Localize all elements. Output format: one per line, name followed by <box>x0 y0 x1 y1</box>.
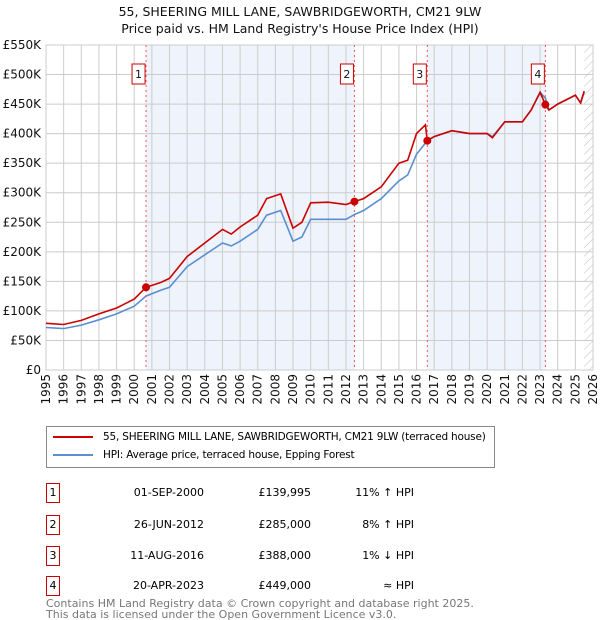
sale-label: 3 <box>416 68 423 81</box>
sale-point <box>142 283 151 292</box>
legend-item-hpi: HPI: Average price, terraced house, Eppi… <box>53 446 486 464</box>
transaction-row: 2 26-JUN-2012 £285,000 8% ↑ HPI <box>46 515 546 535</box>
x-tick-label: 2021 <box>498 374 512 405</box>
x-tick-label: 2009 <box>286 374 300 405</box>
x-tick-label: 2025 <box>568 374 582 405</box>
legend: 55, SHEERING MILL LANE, SAWBRIDGEWORTH, … <box>46 426 495 468</box>
x-tick-label: 2019 <box>462 374 476 405</box>
plot-frame <box>45 44 594 371</box>
x-tick-label: 2012 <box>339 374 353 405</box>
transaction-hpi: 11% ↑ HPI <box>355 486 414 499</box>
y-tick-label: £550K <box>3 38 43 52</box>
sale-label-box <box>530 63 545 85</box>
legend-item-property: 55, SHEERING MILL LANE, SAWBRIDGEWORTH, … <box>53 428 486 446</box>
x-tick-label: 2013 <box>357 374 371 405</box>
sale-point <box>541 100 550 109</box>
y-tick-label: £150K <box>3 274 43 288</box>
y-tick-label: £500K <box>3 68 43 82</box>
sale-point <box>350 197 359 206</box>
transaction-price: £449,000 <box>258 579 312 592</box>
forecast-hatch <box>584 45 593 370</box>
x-tick-label: 2024 <box>551 374 565 405</box>
x-tick-label: 2001 <box>145 374 159 405</box>
y-tick-label: £50K <box>10 333 42 347</box>
legend-swatch-property <box>53 436 93 438</box>
y-tick-label: £200K <box>3 245 43 259</box>
transaction-number: 4 <box>46 576 60 596</box>
transaction-price: £388,000 <box>258 549 312 562</box>
x-tick-label: 2018 <box>445 374 459 405</box>
transaction-date: 20-APR-2023 <box>132 579 204 592</box>
x-tick-label: 2008 <box>268 374 282 405</box>
y-tick-label: £0 <box>26 363 41 377</box>
x-tick-label: 2003 <box>180 374 194 405</box>
legend-label-hpi: HPI: Average price, terraced house, Eppi… <box>103 449 355 461</box>
x-tick-label: 2026 <box>586 374 600 405</box>
transaction-price: £285,000 <box>258 518 312 531</box>
chart-title: 55, SHEERING MILL LANE, SAWBRIDGEWORTH, … <box>118 4 482 19</box>
x-tick-label: 2000 <box>127 374 141 405</box>
x-tick-label: 2023 <box>533 374 547 405</box>
sale-label-box <box>412 63 427 85</box>
transaction-hpi: ≈ HPI <box>383 579 414 592</box>
footer: Contains HM Land Registry data © Crown c… <box>46 598 474 620</box>
y-tick-label: £250K <box>3 215 43 229</box>
transaction-row: 4 20-APR-2023 £449,000 ≈ HPI <box>46 576 546 596</box>
x-tick-label: 2014 <box>374 374 388 405</box>
transaction-date: 26-JUN-2012 <box>133 518 204 531</box>
x-tick-label: 2006 <box>233 374 247 405</box>
x-tick-label: 2015 <box>392 374 406 405</box>
footer-copyright: Contains HM Land Registry data © Crown c… <box>46 597 474 610</box>
transaction-date: 01-SEP-2000 <box>133 486 204 499</box>
x-tick-label: 2005 <box>215 374 229 405</box>
x-tick-label: 1995 <box>39 374 53 405</box>
transaction-number: 1 <box>46 483 60 503</box>
sale-label-box <box>339 63 354 85</box>
footer-licence: This data is licensed under the Open Gov… <box>46 608 397 620</box>
sale-label: 1 <box>135 68 142 81</box>
y-tick-label: £100K <box>3 304 43 318</box>
x-tick-label: 1996 <box>57 374 71 405</box>
x-tick-label: 2004 <box>198 374 212 405</box>
x-tick-label: 2007 <box>251 374 265 405</box>
chart-subtitle: Price paid vs. HM Land Registry's House … <box>121 21 479 36</box>
x-tick-label: 2017 <box>427 374 441 405</box>
sale-label-box <box>131 63 146 85</box>
transaction-date: 11-AUG-2016 <box>130 549 204 562</box>
x-tick-label: 2011 <box>321 374 335 405</box>
transaction-hpi: 8% ↑ HPI <box>362 518 414 531</box>
x-tick-label: 2002 <box>163 374 177 405</box>
shaded-period <box>146 45 355 370</box>
x-tick-label: 2020 <box>480 374 494 405</box>
sale-point <box>423 136 432 145</box>
sale-label: 4 <box>534 68 541 81</box>
x-tick-label: 1998 <box>92 374 106 405</box>
shaded-period <box>427 45 546 370</box>
legend-label-property: 55, SHEERING MILL LANE, SAWBRIDGEWORTH, … <box>103 431 486 443</box>
x-tick-label: 1999 <box>110 374 124 405</box>
y-tick-label: £300K <box>3 186 43 200</box>
transaction-number: 3 <box>46 546 60 566</box>
x-tick-label: 2022 <box>515 374 529 405</box>
y-tick-label: £350K <box>3 156 43 170</box>
price-chart: £0 £50K £100K £150K £200K £250K £300K £350K £400… <box>3 38 600 405</box>
transaction-row: 3 11-AUG-2016 £388,000 1% ↓ HPI <box>46 546 546 566</box>
y-tick-label: £400K <box>3 127 43 141</box>
x-tick-label: 2016 <box>410 374 424 405</box>
x-tick-label: 2010 <box>304 374 318 405</box>
x-tick-label: 1997 <box>74 374 88 405</box>
transaction-row: 1 01-SEP-2000 £139,995 11% ↑ HPI <box>46 483 546 503</box>
y-tick-label: £450K <box>3 97 43 111</box>
transaction-price: £139,995 <box>258 486 312 499</box>
sale-label: 2 <box>343 68 350 81</box>
transaction-number: 2 <box>46 515 60 535</box>
transaction-hpi: 1% ↓ HPI <box>362 549 414 562</box>
legend-swatch-hpi <box>53 454 93 456</box>
